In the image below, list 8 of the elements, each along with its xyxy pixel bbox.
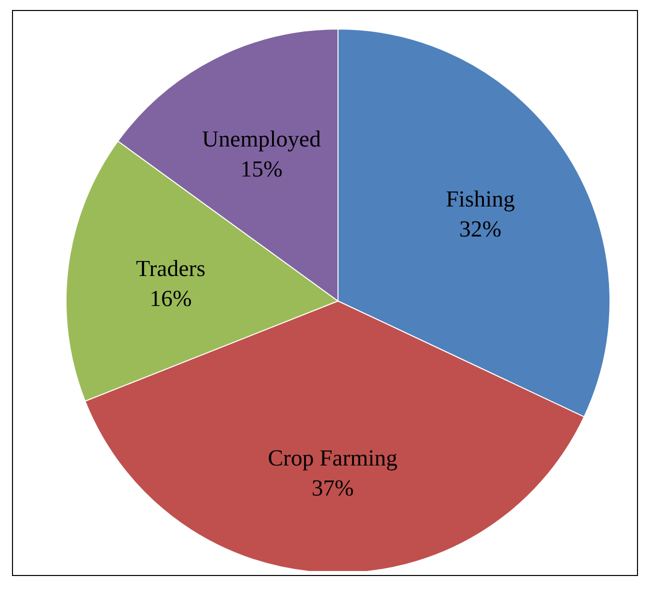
data-label: 32% bbox=[459, 216, 502, 242]
data-label: 15% bbox=[240, 156, 283, 182]
slice-label: Crop Farming bbox=[268, 446, 398, 471]
data-label: 16% bbox=[150, 286, 192, 311]
data-label: 37% bbox=[312, 476, 354, 501]
slice-label: Traders bbox=[136, 256, 206, 281]
slice-label: Unemployed bbox=[202, 126, 322, 152]
slice-label: Fishing bbox=[446, 186, 516, 212]
